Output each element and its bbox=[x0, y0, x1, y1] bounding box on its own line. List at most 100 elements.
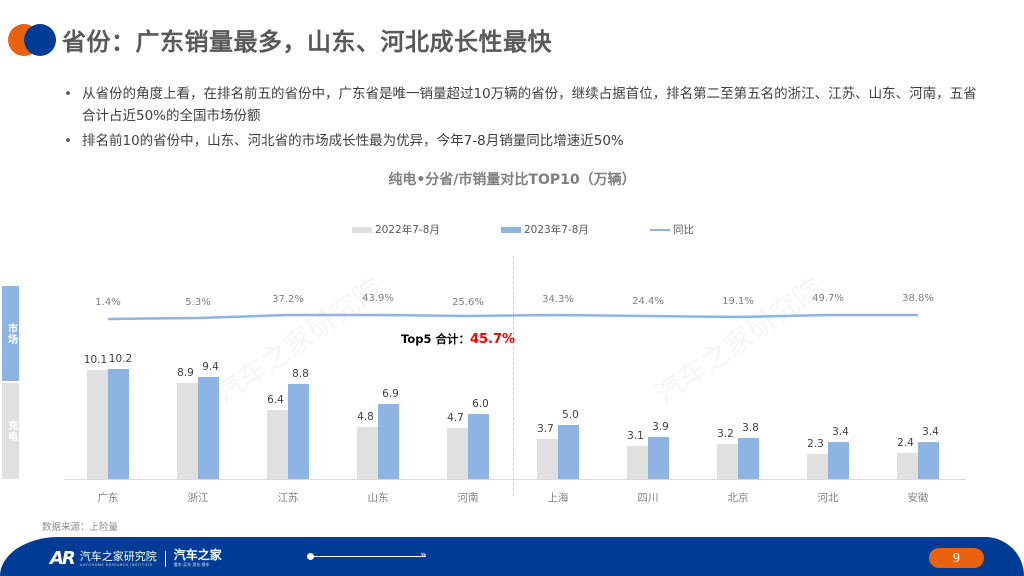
bar-2023 bbox=[198, 377, 219, 479]
side-tag-charge: 充电 bbox=[2, 383, 19, 479]
legend-label: 同比 bbox=[673, 224, 694, 236]
value-label-2022: 2.4 bbox=[897, 437, 914, 450]
bar-2023 bbox=[648, 436, 669, 479]
category-label: 江苏 bbox=[277, 492, 299, 504]
value-label-2023: 6.9 bbox=[382, 388, 399, 401]
page-title: 省份：广东销量最多，山东、河北成长性最快 bbox=[62, 28, 552, 56]
logo-dots-icon bbox=[8, 24, 56, 56]
value-label-2022: 3.7 bbox=[537, 423, 554, 436]
bar-2022 bbox=[807, 454, 828, 479]
footer-separator bbox=[164, 550, 166, 567]
top5-value: 45.7% bbox=[469, 332, 516, 347]
bar-2023 bbox=[918, 442, 939, 479]
value-label-2023: 3.4 bbox=[832, 426, 849, 439]
double-chevron-right-icon: » bbox=[420, 548, 427, 561]
data-source: 数据来源：上险量 bbox=[42, 522, 119, 533]
arrow-start-dot-icon bbox=[307, 553, 314, 560]
value-label-2022: 10.1 bbox=[83, 353, 108, 366]
value-label-2023: 8.8 bbox=[292, 367, 309, 380]
category-label: 河南 bbox=[457, 492, 479, 504]
category-label: 广东 bbox=[97, 492, 119, 504]
value-label-2022: 4.8 bbox=[357, 411, 374, 424]
yoy-label: 34.3% bbox=[542, 294, 574, 305]
side-tag-label: 充电 bbox=[5, 420, 17, 442]
yoy-label: 1.4% bbox=[95, 297, 121, 308]
brand-name: 汽车之家 bbox=[173, 548, 222, 562]
value-label-2022: 3.1 bbox=[627, 429, 644, 442]
value-label-2022: 2.3 bbox=[807, 438, 824, 451]
value-label-2022: 6.4 bbox=[267, 393, 284, 406]
value-label-2023: 3.4 bbox=[922, 426, 939, 439]
value-label-2023: 6.0 bbox=[472, 398, 489, 411]
bar-2022 bbox=[177, 382, 198, 479]
top5-label: Top5 合计： bbox=[401, 332, 470, 346]
bar-2023 bbox=[108, 368, 129, 479]
value-label-2022: 8.9 bbox=[177, 366, 194, 379]
value-label-2023: 3.9 bbox=[652, 420, 669, 433]
org-name-en: AUTOHOME RESEARCH INSTITUTE bbox=[79, 562, 153, 567]
yoy-label: 49.7% bbox=[812, 293, 844, 304]
category-label: 安徽 bbox=[907, 492, 929, 504]
top5-divider-line bbox=[513, 256, 514, 496]
legend-line-icon bbox=[650, 228, 670, 231]
category-label: 山东 bbox=[367, 492, 389, 504]
bar-2022 bbox=[627, 445, 648, 479]
bar-2022 bbox=[267, 409, 288, 479]
bullet-item: 从省份的角度上看，在排名前五的省份中，广东省是唯一销量超过10万辆的省份，继续占… bbox=[62, 83, 982, 127]
bar-2023 bbox=[468, 414, 489, 479]
category-label: 上海 bbox=[547, 492, 569, 504]
arrow-line bbox=[312, 556, 426, 557]
side-tag-market: 市场 bbox=[2, 286, 19, 381]
yoy-label: 24.4% bbox=[632, 296, 664, 307]
footer-bar bbox=[0, 537, 1024, 576]
value-label-2023: 3.8 bbox=[742, 421, 759, 434]
footer-logo: AR 汽车之家研究院 AUTOHOME RESEARCH INSTITUTE 汽… bbox=[50, 548, 222, 569]
bullet-list: 从省份的角度上看，在排名前五的省份中，广东省是唯一销量超过10万辆的省份，继续占… bbox=[62, 83, 982, 155]
bar-2023 bbox=[828, 442, 849, 479]
value-label-2022: 3.2 bbox=[717, 428, 734, 441]
bar-2022 bbox=[717, 444, 738, 479]
page-number: 9 bbox=[929, 548, 984, 568]
legend-swatch-gray-icon bbox=[352, 226, 372, 233]
category-label: 四川 bbox=[637, 492, 659, 504]
legend-item-2023: 2023年7-8月 bbox=[501, 222, 589, 237]
yoy-label: 43.9% bbox=[362, 293, 394, 304]
legend-swatch-blue-icon bbox=[501, 226, 521, 233]
value-label-2023: 10.2 bbox=[108, 352, 133, 365]
category-label: 浙江 bbox=[187, 492, 209, 504]
legend-label: 2023年7-8月 bbox=[524, 224, 589, 236]
value-label-2023: 9.4 bbox=[202, 361, 219, 374]
legend-item-2022: 2022年7-8月 bbox=[352, 222, 440, 237]
legend-item-yoy: 同比 bbox=[650, 222, 694, 237]
value-label-2023: 5.0 bbox=[562, 409, 579, 421]
bar-2022 bbox=[87, 369, 108, 479]
bar-2023 bbox=[288, 383, 309, 479]
bullet-item: 排名前10的省份中，山东、河北省的市场成长性最为优异，今年7-8月销量同比增速近… bbox=[62, 130, 982, 152]
brand-slogan: 看车·买车·用车·换车 bbox=[173, 562, 210, 567]
bar-2023 bbox=[378, 404, 399, 479]
legend-label: 2022年7-8月 bbox=[375, 224, 440, 236]
bar-2022 bbox=[447, 428, 468, 479]
ar-logo-icon: AR bbox=[50, 548, 76, 569]
bar-2022 bbox=[357, 427, 378, 479]
category-label: 北京 bbox=[727, 492, 749, 504]
chart-title: 纯电•分省/市销量对比TOP10（万辆） bbox=[388, 172, 636, 188]
yoy-label: 25.6% bbox=[452, 297, 484, 308]
top5-annotation: Top5 合计：45.7% bbox=[401, 331, 515, 347]
yoy-label: 38.8% bbox=[902, 293, 934, 304]
yoy-label: 37.2% bbox=[272, 294, 304, 305]
value-label-2022: 4.7 bbox=[447, 412, 464, 425]
side-tag-label: 市场 bbox=[5, 322, 17, 345]
yoy-label: 5.3% bbox=[185, 297, 211, 308]
bar-2023 bbox=[738, 437, 759, 479]
blue-circle-icon bbox=[24, 24, 56, 56]
org-name-cn: 汽车之家研究院 bbox=[79, 549, 157, 563]
x-axis-line bbox=[64, 479, 966, 480]
yoy-label: 19.1% bbox=[722, 296, 754, 307]
bar-2022 bbox=[897, 453, 918, 479]
bar-2022 bbox=[537, 439, 558, 479]
category-label: 河北 bbox=[817, 492, 839, 504]
bar-2023 bbox=[558, 425, 579, 479]
